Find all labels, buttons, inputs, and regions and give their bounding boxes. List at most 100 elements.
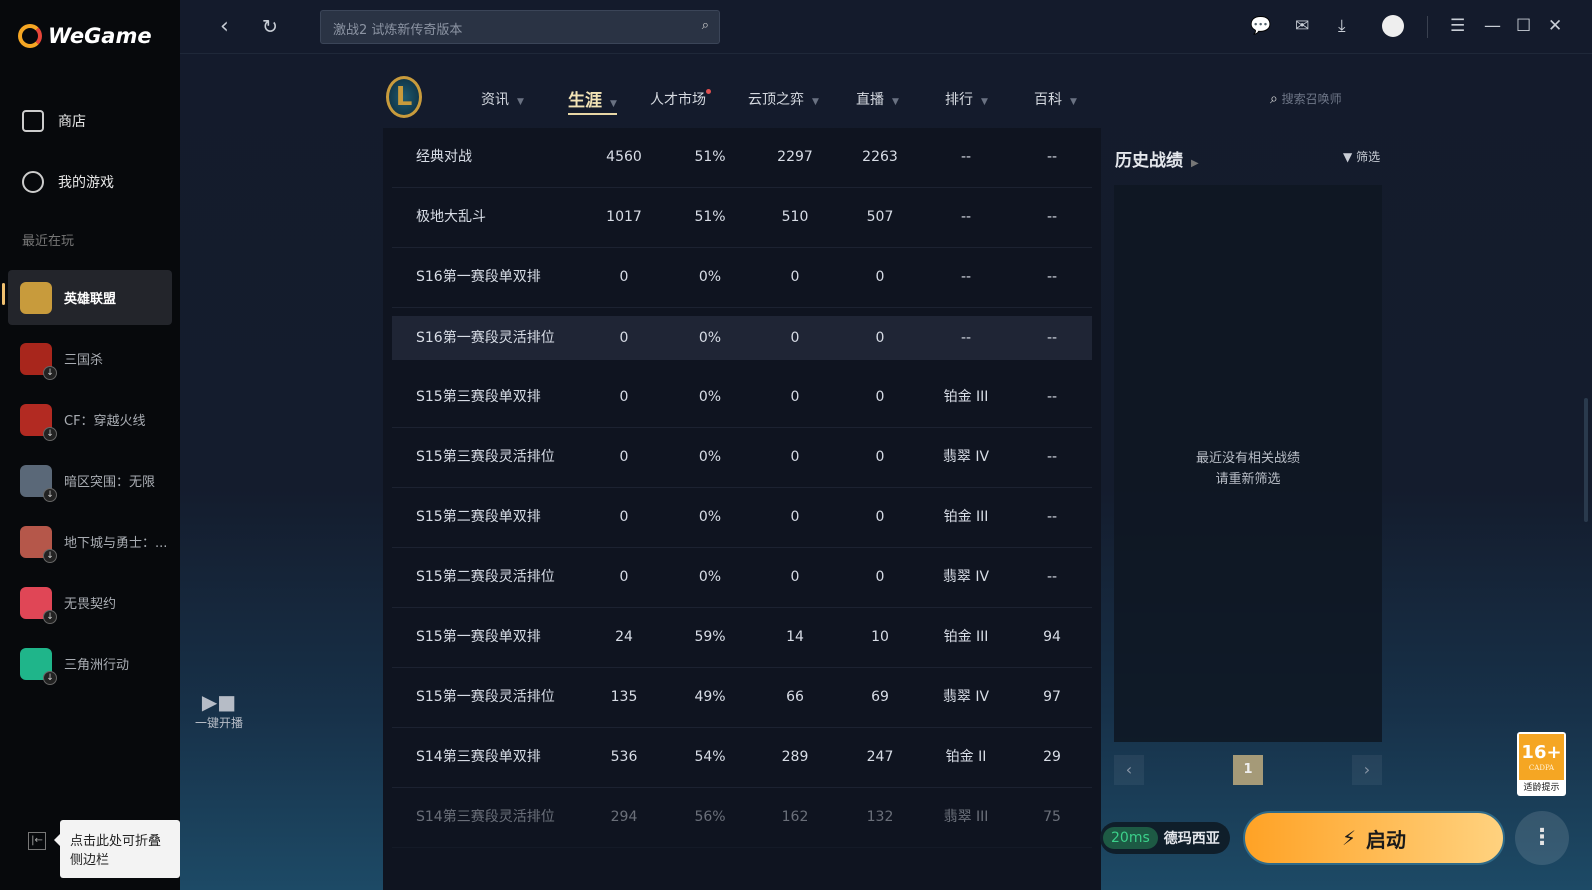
dropdown-arrow-icon: ▼ <box>812 97 819 107</box>
stat-cell: 10 <box>871 629 889 645</box>
search-input[interactable]: 激战2 试炼新传奇版本 ⌕ <box>320 10 720 44</box>
stat-cell: 0% <box>698 389 722 405</box>
filter-button[interactable]: ▼ 筛选 <box>1343 148 1380 165</box>
sidebar: WeGame 商店 我的游戏 最近在玩 英雄联盟 ↓ 三国杀 ↓ CF：穿越火线 ↓ 暗区突… <box>0 0 180 890</box>
sidebar-item-my-games[interactable]: 我的游戏 <box>22 171 114 193</box>
dropdown-arrow-icon: ▼ <box>1070 97 1077 107</box>
table-row[interactable]: S14第三赛段灵活排位 294 56% 162 132 翡翠 III 75 <box>392 788 1092 848</box>
mail-icon[interactable]: ✉ <box>1295 16 1310 36</box>
age-rating-badge[interactable]: 16+ CADPA 适龄提示 <box>1517 732 1566 796</box>
queue-name: 极地大乱斗 <box>416 209 486 225</box>
minimize-icon[interactable]: — <box>1484 16 1501 36</box>
table-row[interactable]: S15第一赛段单双排 24 59% 14 10 铂金 III 94 <box>392 608 1092 668</box>
stat-cell: 0 <box>790 449 800 465</box>
sidebar-game-item[interactable]: 英雄联盟 <box>8 270 172 325</box>
dropdown-arrow-icon: ▼ <box>981 97 988 107</box>
stat-cell: 铂金 III <box>943 509 989 525</box>
tab-1[interactable]: 生涯 ▼ <box>568 86 617 115</box>
tab-5[interactable]: 排行 ▼ <box>945 89 988 109</box>
table-row[interactable]: S15第三赛段灵活排位 0 0% 0 0 翡翠 IV -- <box>392 428 1092 488</box>
stat-cell: 0 <box>875 509 885 525</box>
stat-cell: 132 <box>866 809 894 825</box>
stat-cell: 0% <box>698 509 722 525</box>
sidebar-item-store[interactable]: 商店 <box>22 110 86 132</box>
sidebar-game-item[interactable]: ↓ 无畏契约 <box>8 575 172 630</box>
search-icon[interactable]: ⌕ <box>701 18 709 33</box>
stat-cell: -- <box>1046 269 1058 285</box>
sidebar-game-item[interactable]: ↓ 三国杀 <box>8 331 172 386</box>
age-rating-label: 适龄提示 <box>1523 783 1560 793</box>
more-options-button[interactable]: ⋮ <box>1515 811 1569 865</box>
tab-label: 排行 <box>945 92 973 108</box>
tab-label: 资讯 <box>481 92 509 108</box>
game-icon: ↓ <box>20 647 57 685</box>
wegame-logo[interactable]: WeGame <box>18 24 152 48</box>
stat-cell: 75 <box>1043 809 1061 825</box>
table-row[interactable]: 经典对战 4560 51% 2297 2263 -- -- <box>392 128 1092 188</box>
table-row[interactable]: 极地大乱斗 1017 51% 510 507 -- -- <box>392 188 1092 248</box>
game-label: 三国杀 <box>64 353 104 368</box>
stat-cell: -- <box>1046 569 1058 585</box>
page-1-button[interactable]: 1 <box>1233 755 1263 785</box>
stat-cell: 247 <box>866 749 894 765</box>
download-icon[interactable]: ⤓ <box>1338 16 1346 36</box>
back-button[interactable]: ‹ <box>220 14 229 39</box>
server-selector[interactable]: 20ms 德玛西亚 <box>1100 822 1230 854</box>
stat-cell: 0 <box>790 569 800 585</box>
sidebar-game-item[interactable]: ↓ 地下城与勇士：... <box>8 514 172 569</box>
stat-cell: 94 <box>1043 629 1061 645</box>
stat-cell: 69 <box>871 689 889 705</box>
queue-name: S16第一赛段单双排 <box>416 269 541 285</box>
stat-cell: 0% <box>698 269 722 285</box>
table-row[interactable]: S15第二赛段单双排 0 0% 0 0 铂金 III -- <box>392 488 1092 548</box>
tab-2[interactable]: 人才市场 <box>650 89 711 109</box>
empty-message: 最近没有相关战绩 请重新筛选 <box>1114 448 1382 490</box>
game-icon: ↓ <box>20 342 57 380</box>
chat-icon[interactable]: 💬 <box>1250 16 1272 36</box>
lol-logo[interactable]: L <box>386 76 422 118</box>
age-rating: 16+ <box>1521 741 1562 763</box>
avatar[interactable] <box>1382 15 1404 37</box>
app-title: WeGame <box>48 24 152 48</box>
queue-name: S15第一赛段单双排 <box>416 629 541 645</box>
launch-button[interactable]: ⚡ 启动 <box>1243 811 1505 865</box>
go-live-button[interactable]: ▶■ 一键开播 <box>193 690 245 731</box>
summoner-search-input[interactable]: ⌕ 搜索召唤师 <box>1270 90 1342 107</box>
close-icon[interactable]: ✕ <box>1548 16 1563 36</box>
scrollbar[interactable] <box>1584 398 1588 522</box>
sidebar-game-item[interactable]: ↓ 三角洲行动 <box>8 636 172 691</box>
refresh-button[interactable]: ↻ <box>262 16 278 38</box>
stat-cell: 289 <box>781 749 809 765</box>
table-row[interactable]: S16第一赛段单双排 0 0% 0 0 -- -- <box>392 248 1092 308</box>
tab-6[interactable]: 百科 ▼ <box>1034 89 1077 109</box>
table-row[interactable]: S15第三赛段单双排 0 0% 0 0 铂金 III -- <box>392 368 1092 428</box>
stat-cell: 135 <box>610 689 638 705</box>
table-row[interactable]: S15第二赛段灵活排位 0 0% 0 0 翡翠 IV -- <box>392 548 1092 608</box>
table-row[interactable]: S15第一赛段灵活排位 135 49% 66 69 翡翠 IV 97 <box>392 668 1092 728</box>
stat-cell: 56% <box>694 809 726 825</box>
table-row[interactable]: S14第三赛段单双排 536 54% 289 247 铂金 II 29 <box>392 728 1092 788</box>
prev-page-button[interactable]: ‹ <box>1114 755 1144 785</box>
history-title-text: 历史战绩 <box>1115 151 1183 171</box>
stat-cell: 0 <box>875 389 885 405</box>
maximize-icon[interactable]: ☐ <box>1516 16 1532 36</box>
history-title[interactable]: 历史战绩 ▶ <box>1115 146 1199 171</box>
tab-3[interactable]: 云顶之弈 ▼ <box>748 89 819 109</box>
menu-icon[interactable]: ☰ <box>1450 16 1466 36</box>
stat-cell: -- <box>1046 330 1058 346</box>
wegame-logo-icon <box>18 24 42 48</box>
sidebar-game-item[interactable]: ↓ 暗区突围：无限 <box>8 453 172 508</box>
stat-cell: 翡翠 IV <box>942 569 990 585</box>
next-page-button[interactable]: › <box>1352 755 1382 785</box>
age-rating-org: CADPA <box>1528 763 1555 772</box>
stat-cell: 49% <box>694 689 726 705</box>
table-row[interactable]: S16第一赛段灵活排位 0 0% 0 0 -- -- <box>392 316 1092 360</box>
sidebar-game-item[interactable]: ↓ CF：穿越火线 <box>8 392 172 447</box>
queue-name: S15第二赛段灵活排位 <box>416 569 555 585</box>
collapse-sidebar-button[interactable]: |← <box>28 832 46 850</box>
stat-cell: 162 <box>781 809 809 825</box>
game-label: 英雄联盟 <box>64 292 117 307</box>
tab-4[interactable]: 直播 ▼ <box>856 89 899 109</box>
tab-0[interactable]: 资讯 ▼ <box>481 89 524 109</box>
stat-cell: 2297 <box>777 149 813 165</box>
